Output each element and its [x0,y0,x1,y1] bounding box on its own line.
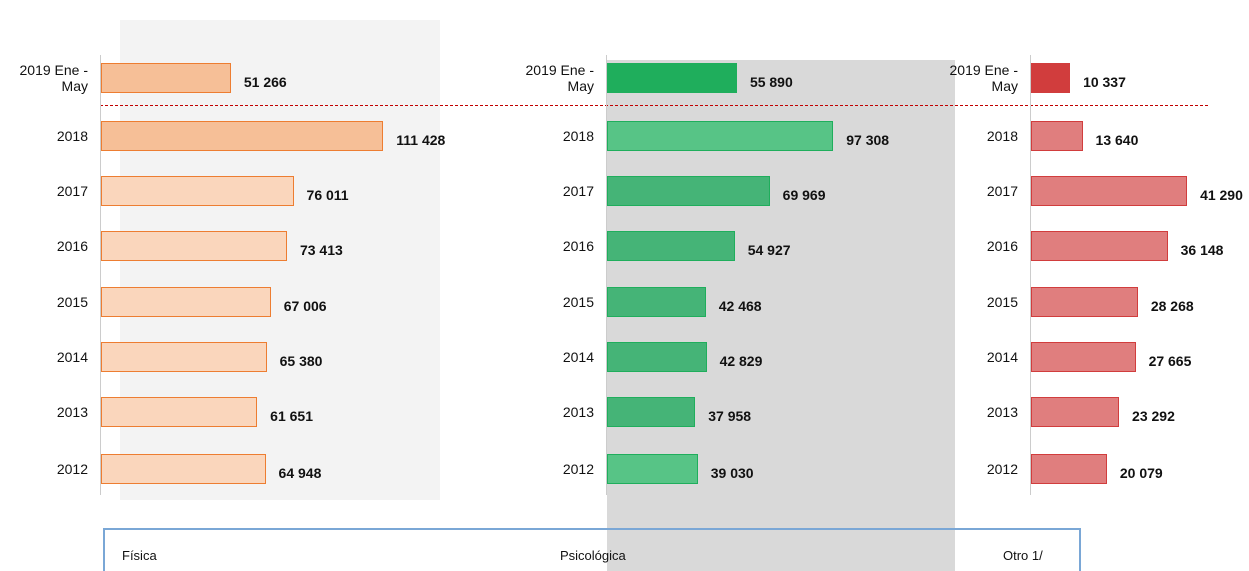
value-label: 55 890 [750,74,793,90]
category-label: 2015 [938,294,1018,310]
category-label: 2018 [8,128,88,144]
bar [101,176,294,206]
bar [101,342,267,372]
bar [607,63,737,93]
bar [607,454,698,484]
bar [607,342,707,372]
value-label: 39 030 [711,465,754,481]
value-label: 51 266 [244,74,287,90]
bar [607,121,833,151]
value-label: 76 011 [307,187,349,203]
category-label: 2013 [938,404,1018,420]
category-label: 2014 [938,349,1018,365]
category-label: 2017 [514,183,594,199]
category-label: 2018 [938,128,1018,144]
bar [1031,231,1168,261]
bar [101,287,271,317]
category-label: 2012 [514,461,594,477]
category-label: 2014 [8,349,88,365]
value-label: 13 640 [1096,132,1139,148]
category-label: 2013 [514,404,594,420]
value-label: 42 468 [719,298,762,314]
bar [1031,454,1107,484]
bar [101,63,231,93]
category-label: 2016 [8,238,88,254]
value-label: 36 148 [1181,242,1224,258]
bar [1031,63,1070,93]
bar [1031,176,1187,206]
value-label: 111 428 [396,132,445,148]
bar [101,121,383,151]
category-label: 2013 [8,404,88,420]
value-label: 41 290 [1200,187,1243,203]
bar [607,287,706,317]
bar [1031,342,1136,372]
category-label: 2019 Ene - May [8,62,88,94]
value-label: 67 006 [284,298,327,314]
value-label: 10 337 [1083,74,1126,90]
category-label: 2016 [938,238,1018,254]
bar [101,231,287,261]
category-label: 2015 [514,294,594,310]
category-label: 2017 [938,183,1018,199]
category-label: 2014 [514,349,594,365]
category-label: 2018 [514,128,594,144]
bar [101,397,257,427]
category-label: 2012 [8,461,88,477]
value-label: 23 292 [1132,408,1175,424]
bar [607,231,735,261]
value-label: 73 413 [300,242,343,258]
category-label: 2019 Ene - May [938,62,1018,94]
value-label: 69 969 [783,187,826,203]
bar [607,397,695,427]
value-label: 54 927 [748,242,791,258]
category-label: 2019 Ene - May [514,62,594,94]
page: Física 2019 Ene - May 51 266 2018 111 428 201… [0,0,1249,571]
value-label: 28 268 [1151,298,1194,314]
category-label: 2012 [938,461,1018,477]
separator-line [100,105,1208,106]
value-label: 64 948 [279,465,322,481]
category-label: 2016 [514,238,594,254]
legend-label: Otro 1/ [1003,548,1043,563]
legend-label: Física [122,548,157,563]
category-label: 2015 [8,294,88,310]
value-label: 37 958 [708,408,751,424]
bar [1031,397,1119,427]
bar [1031,287,1138,317]
value-label: 65 380 [280,353,323,369]
value-label: 61 651 [270,408,313,424]
bar [607,176,770,206]
value-label: 42 829 [720,353,763,369]
value-label: 20 079 [1120,465,1163,481]
bar [101,454,266,484]
bar [1031,121,1083,151]
value-label: 27 665 [1149,353,1192,369]
legend-label: Psicológica [560,548,626,563]
value-label: 97 308 [846,132,889,148]
category-label: 2017 [8,183,88,199]
